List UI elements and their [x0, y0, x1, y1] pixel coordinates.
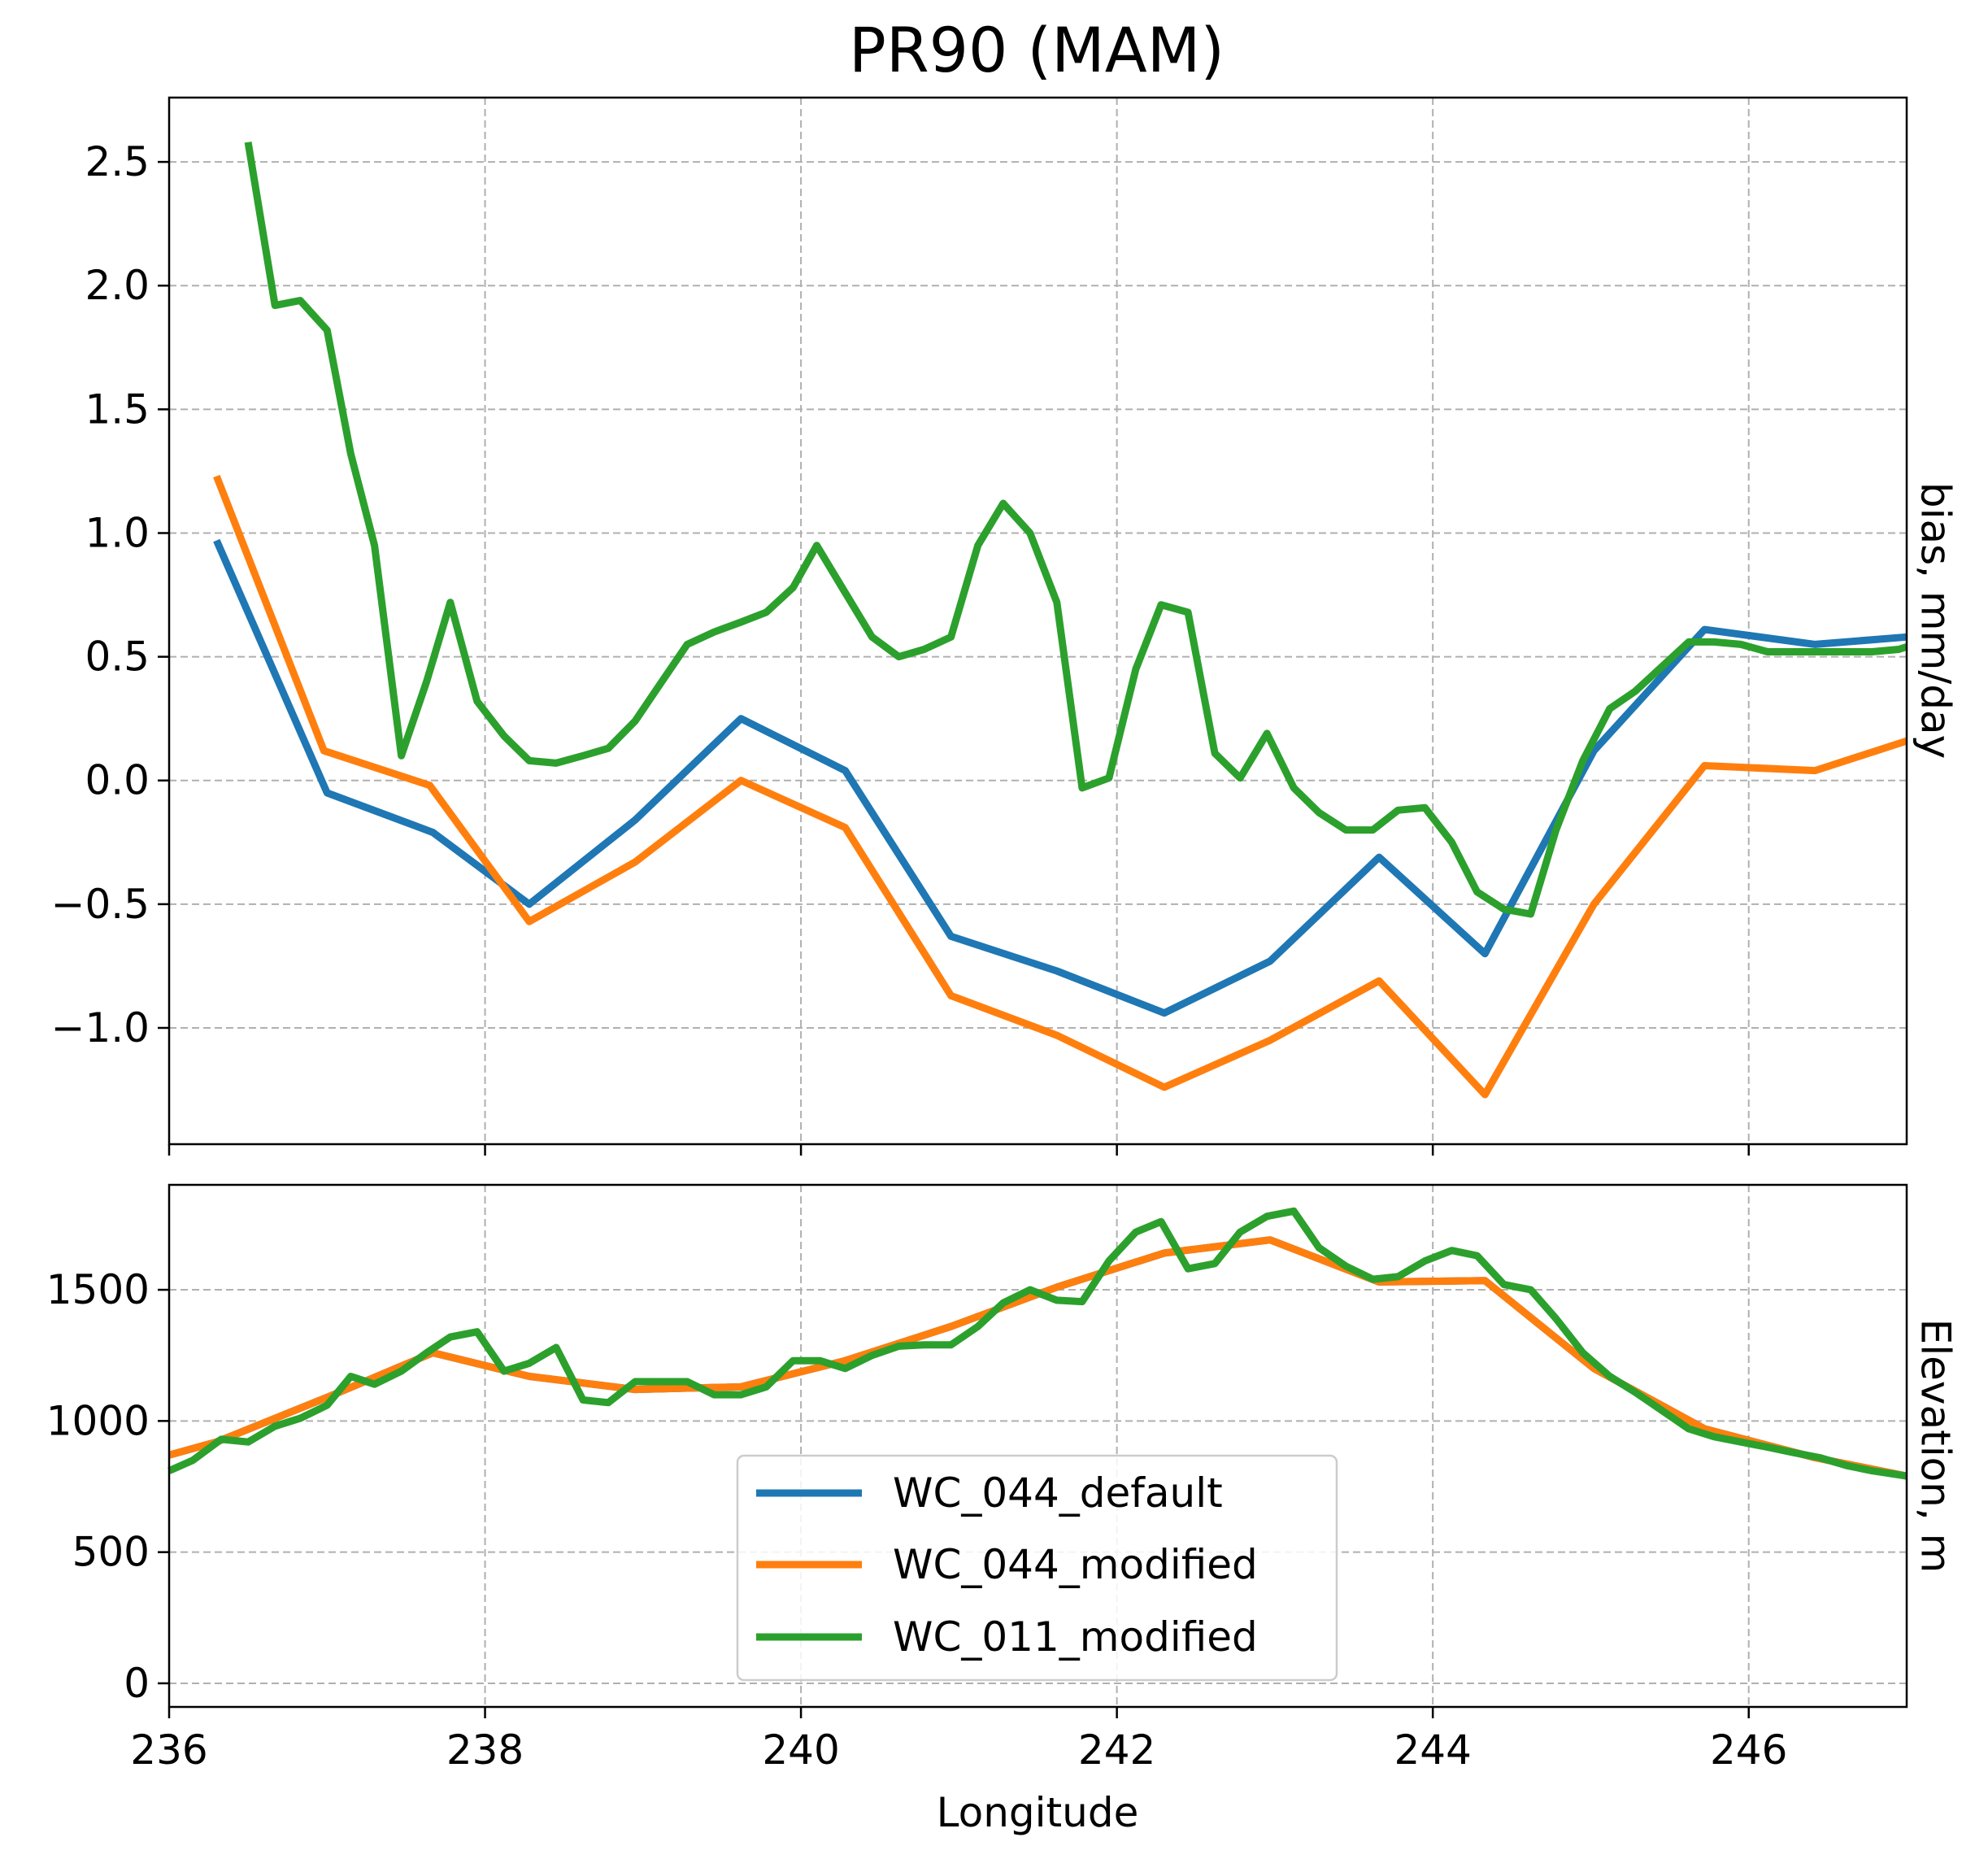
elevation-y-axis-label: Elevation, m — [1912, 1319, 1960, 1574]
elevation-y-tick-label: 1000 — [46, 1397, 150, 1444]
elevation-x-tick-label: 240 — [762, 1726, 839, 1774]
bias-grid — [169, 98, 1907, 1144]
elevation-lines — [167, 1207, 1908, 1480]
bias-ticks: −1.0 −0.5 0.0 0.5 1.0 1.5 2.0 2.5 — [51, 138, 1750, 1156]
elevation-plot-frame — [167, 1183, 1908, 1709]
legend-label-wc-044-modified: WC_044_modified — [893, 1541, 1258, 1588]
bias-y-axis-label: bias, mm/day — [1912, 482, 1960, 759]
bias-lines — [213, 141, 1908, 1099]
bias-y-tick-label: 0.0 — [85, 757, 150, 804]
elevation-ticks: 236 238 240 242 244 246 0 500 1000 1500 — [46, 1266, 1788, 1774]
elevation-x-tick-label: 246 — [1710, 1726, 1787, 1774]
bias-y-tick-label: 2.5 — [85, 138, 150, 185]
elevation-y-tick-label: 500 — [72, 1529, 150, 1576]
elevation-x-tick-label: 238 — [446, 1726, 524, 1774]
bias-series-line-wc-044-modified — [213, 474, 1908, 1099]
legend-label-wc-011-modified: WC_011_modified — [893, 1613, 1258, 1661]
legend-box — [736, 1454, 1338, 1682]
elevation-y-tick-label: 0 — [124, 1660, 150, 1707]
legend-label-wc-044-default: WC_044_default — [893, 1469, 1223, 1517]
elevation-x-tick-label: 242 — [1078, 1726, 1155, 1774]
bias-y-tick-label: 0.5 — [85, 633, 150, 681]
bias-y-tick-label: 2.0 — [85, 262, 150, 309]
elevation-panel: 236 238 240 242 244 246 0 500 1000 1500 Elevation… — [46, 1183, 1960, 1836]
bias-y-tick-label: −1.0 — [51, 1004, 150, 1051]
elevation-x-tick-label: 244 — [1394, 1726, 1471, 1774]
bias-y-tick-label: −0.5 — [51, 881, 150, 928]
bias-series-line-wc-011-modified — [244, 141, 1908, 918]
elevation-x-tick-label: 236 — [130, 1726, 207, 1774]
chart-title: PR90 (MAM) — [849, 14, 1225, 86]
bias-plot-frame — [167, 96, 1908, 1146]
legend: WC_044_default WC_044_modified WC_011_mo… — [736, 1454, 1338, 1682]
elevation-y-tick-label: 1500 — [46, 1266, 150, 1313]
bias-panel: −1.0 −0.5 0.0 0.5 1.0 1.5 2.0 2.5 bias, mm/day — [51, 96, 1960, 1156]
x-axis-label: Longitude — [937, 1789, 1139, 1836]
elevation-series-line-wc-011-modified — [167, 1207, 1908, 1480]
bias-y-tick-label: 1.0 — [85, 509, 150, 556]
bias-y-tick-label: 1.5 — [85, 385, 150, 433]
